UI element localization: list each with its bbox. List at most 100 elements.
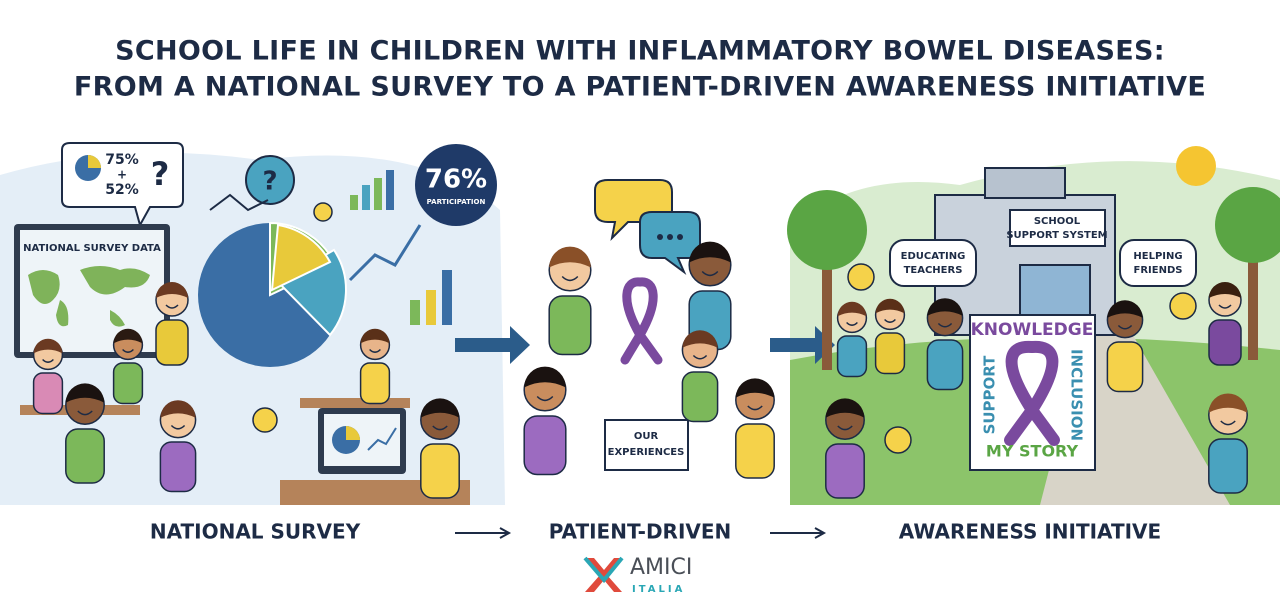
lightbulb (313, 202, 333, 222)
caption-arrow (770, 527, 827, 539)
bubble-text: EDUCATING (901, 251, 966, 262)
person-smile (170, 424, 186, 430)
sign-text: EXPERIENCES (608, 447, 685, 458)
person-smile (536, 395, 554, 402)
person-hair (420, 398, 460, 418)
person-hair (113, 328, 143, 344)
poster-text: SUPPORT (981, 355, 999, 435)
caption: AWARENESS INITIATIVE (899, 520, 1161, 544)
person-smile (692, 354, 708, 360)
person-body (159, 441, 197, 493)
flow-arrow (455, 326, 530, 364)
question-mark: ? (151, 155, 170, 193)
sign-text: OUR (634, 431, 659, 442)
flow-arrow (770, 326, 835, 364)
person-smile (165, 304, 179, 309)
dot (667, 234, 673, 240)
person-hair (825, 398, 865, 418)
bar-icon (426, 290, 436, 325)
logo-country: ITALIA (632, 584, 685, 595)
dot (657, 234, 663, 240)
line-chart-icon (209, 193, 269, 212)
smiley (847, 263, 875, 291)
tree-crown (787, 190, 867, 270)
person (359, 328, 391, 405)
person-body (155, 319, 189, 366)
person-body (523, 415, 567, 476)
logo-mark-accent (583, 556, 624, 584)
person-body (735, 423, 775, 479)
badge-label: PARTICIPATION (427, 198, 486, 206)
bar-icon (362, 185, 370, 210)
person-hair (1208, 393, 1248, 413)
person-smile (884, 318, 896, 323)
bar-icon (350, 195, 358, 210)
person (836, 301, 868, 378)
awareness-ribbon (1004, 340, 1060, 446)
person-body (681, 371, 719, 423)
person (1208, 282, 1242, 366)
person-hair (156, 282, 188, 298)
person (65, 383, 105, 484)
person-hair (875, 298, 905, 314)
person-smile (1220, 420, 1236, 426)
building-sign (1009, 209, 1106, 247)
person-smile (122, 348, 134, 353)
person (681, 330, 719, 423)
person-body (1106, 341, 1144, 393)
person-body (874, 332, 906, 375)
world-map (28, 266, 150, 327)
person-hair (735, 378, 775, 398)
caption: PATIENT-DRIVEN (549, 520, 732, 544)
person-smile (701, 270, 719, 277)
person (1106, 300, 1144, 393)
person-hair (682, 330, 718, 348)
poster-text: KNOWLEDGE (971, 320, 1094, 340)
tree-trunk (822, 250, 832, 370)
screen-title: NATIONAL SURVEY DATA (23, 243, 161, 254)
lightbulb (252, 407, 278, 433)
person-body (1208, 438, 1248, 494)
building-top (984, 167, 1066, 199)
badge (415, 144, 497, 226)
callout-text: 52% (105, 182, 139, 198)
bar-icon (442, 270, 452, 325)
poster (969, 314, 1096, 471)
person-body (926, 339, 964, 391)
sun (1176, 146, 1216, 186)
person-hair (927, 298, 963, 316)
person-smile (1218, 304, 1232, 309)
person-smile (369, 348, 381, 353)
speech-bubble (1119, 239, 1197, 287)
bar-icon (386, 170, 394, 210)
dot (677, 234, 683, 240)
smiley (884, 426, 912, 454)
person-hair (1107, 300, 1143, 318)
person-smile (747, 405, 763, 411)
person-body (825, 443, 865, 499)
speech-bubble (889, 239, 977, 287)
person (420, 398, 460, 499)
person-smile (432, 425, 448, 431)
person (159, 400, 197, 493)
person-body (112, 362, 144, 405)
callout-text: 75% (105, 152, 139, 168)
person-smile (1117, 324, 1133, 330)
badge-value: 76% (425, 165, 487, 195)
screen-line (367, 427, 397, 451)
person-hair (524, 366, 566, 388)
building-sign-text: SUPPORT SYSTEM (1006, 230, 1107, 241)
logo-name: AMICI (630, 555, 692, 580)
tree-crown (1215, 187, 1280, 263)
person-hair (160, 400, 196, 418)
person-hair (689, 241, 731, 263)
person (155, 282, 189, 366)
bar-chart-icon (410, 270, 452, 325)
poster-text: INCLUSION (1068, 349, 1086, 441)
person-smile (846, 321, 858, 326)
smiley (1169, 292, 1197, 320)
bar-icon (410, 300, 420, 325)
person-body (1208, 319, 1242, 366)
